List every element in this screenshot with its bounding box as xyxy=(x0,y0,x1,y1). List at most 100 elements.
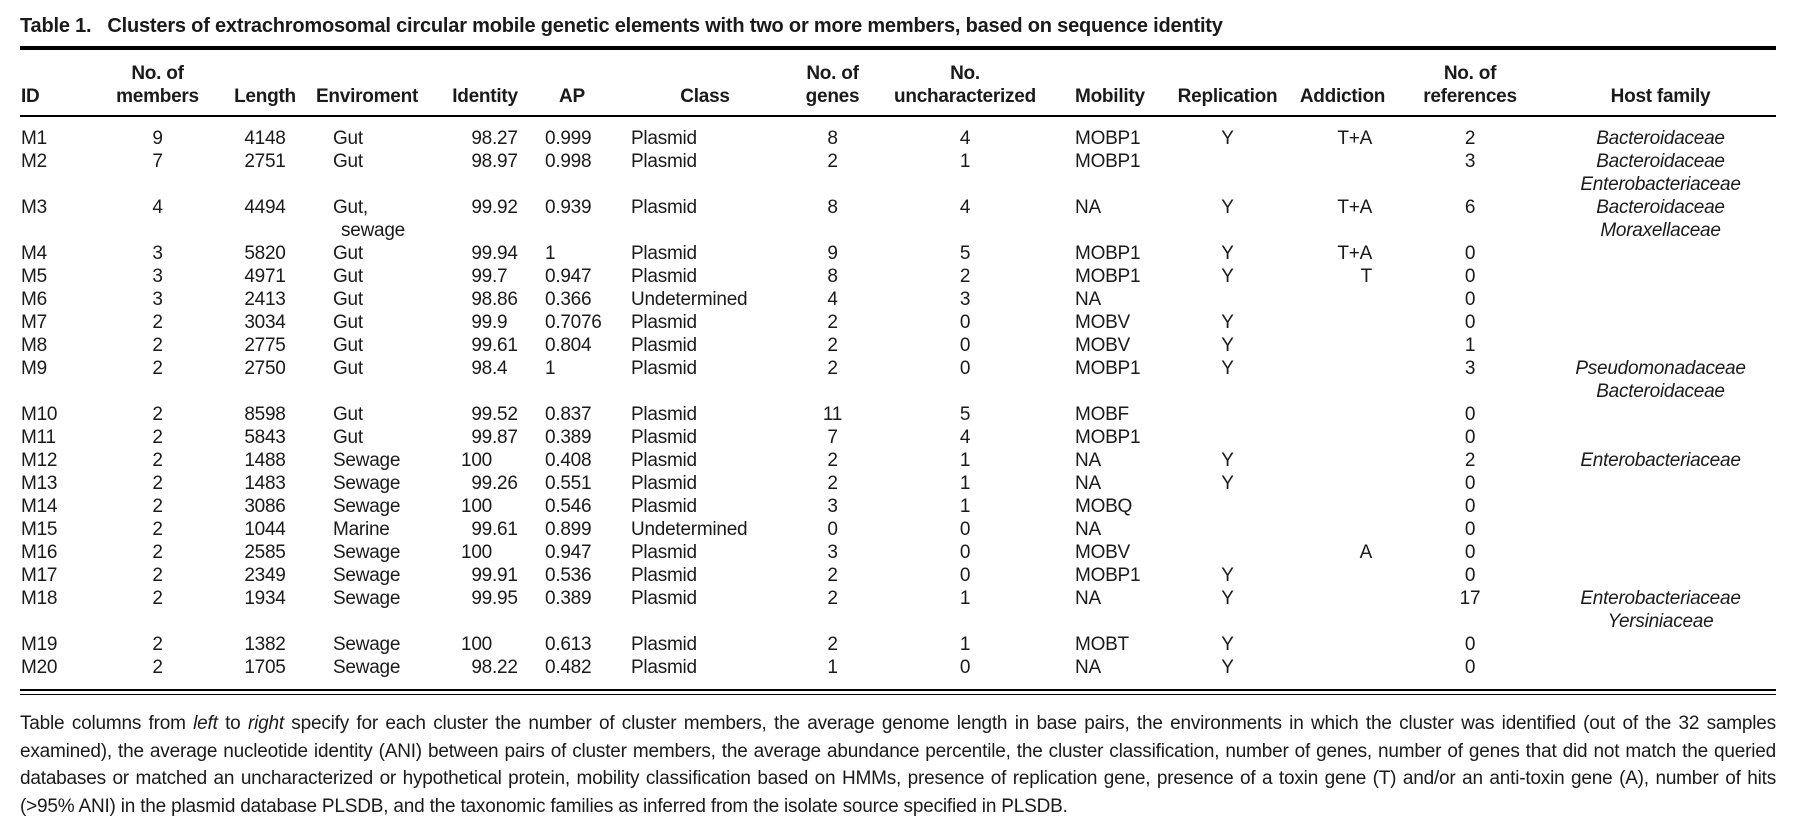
identity-integer: 99 xyxy=(471,427,492,448)
cell-genes: 2 xyxy=(827,473,838,494)
cell-length: 4148 xyxy=(244,128,286,149)
cell-identity: 99.94 xyxy=(435,242,535,265)
cell-class: Plasmid xyxy=(631,266,697,287)
cell-genes: 1 xyxy=(827,657,838,678)
cell-class: Plasmid xyxy=(631,404,697,425)
cell-uncharacterized: 1 xyxy=(959,496,971,517)
cell-id: M16 xyxy=(21,542,58,563)
cell-host: Enterobacteriaceae xyxy=(1545,449,1776,472)
cell-addiction xyxy=(1290,334,1395,357)
cell-uncharacterized: 0 xyxy=(959,565,971,586)
cell-length: 4494 xyxy=(244,197,286,218)
cell-members: 2 xyxy=(152,565,163,586)
cell-addiction: T+A xyxy=(1337,243,1372,264)
cell-identity: 99.7 xyxy=(435,265,535,288)
cell-replication: Y xyxy=(1221,358,1234,379)
cell-references: 17 xyxy=(1459,588,1481,609)
cell-host xyxy=(1545,518,1776,541)
cell-genes: 3 xyxy=(827,542,838,563)
identity-integer: 98 xyxy=(471,358,492,379)
cell-environment: Sewage xyxy=(333,542,401,563)
identity-fraction: .26 xyxy=(492,473,518,494)
cell-host xyxy=(1545,633,1776,656)
identity-fraction: .92 xyxy=(492,197,518,218)
cell-members: 9 xyxy=(152,128,163,149)
cell-uncharacterized: 1 xyxy=(959,473,971,494)
table-row: M12 2 1488 Sewage 100 0.408 Plasmid 2 1 NA Y 2 Enter… xyxy=(20,449,1776,472)
column-header-replication: Replication xyxy=(1165,50,1290,117)
cell-environment: Gut xyxy=(333,151,363,172)
cell-identity: 98.22 xyxy=(435,656,535,679)
cell-length: 1705 xyxy=(244,657,286,678)
cell-uncharacterized: 0 xyxy=(959,335,971,356)
identity-fraction: .22 xyxy=(492,657,518,678)
cell-environment: Marine xyxy=(333,519,390,540)
table-row: M3 4 4494 Gut, sewage 99.92 0.939 Plasmid 8 4 NA Y T… xyxy=(20,196,1776,242)
table-title-text: Clusters of extrachromosomal circular mo… xyxy=(107,15,1223,37)
cell-identity: 100 xyxy=(435,449,535,472)
cell-ap: 0.999 xyxy=(545,128,592,149)
cell-host xyxy=(1545,265,1776,288)
cell-ap: 0.998 xyxy=(545,151,592,172)
cell-class: Plasmid xyxy=(631,565,697,586)
cell-uncharacterized: 2 xyxy=(959,266,971,287)
cell-uncharacterized: 4 xyxy=(959,427,971,448)
cell-class: Undetermined xyxy=(631,289,748,310)
cell-members: 2 xyxy=(152,427,163,448)
cell-addiction xyxy=(1290,150,1395,196)
cell-line: Bacteroidaceae xyxy=(1596,381,1725,402)
identity-integer: 98 xyxy=(471,128,492,149)
cell-uncharacterized: 4 xyxy=(959,128,971,149)
cell-ap: 0.947 xyxy=(545,542,592,563)
caption-italic-word: right xyxy=(247,713,284,734)
cell-host xyxy=(1545,242,1776,265)
cell-members: 7 xyxy=(152,151,163,172)
cell-addiction: T+A xyxy=(1337,197,1372,218)
cell-mobility: NA xyxy=(1075,289,1101,310)
cell-id: M19 xyxy=(21,634,58,655)
cell-mobility: MOBP1 xyxy=(1075,427,1141,448)
cell-class: Plasmid xyxy=(631,450,697,471)
cell-replication: Y xyxy=(1221,634,1234,655)
cell-mobility: NA xyxy=(1075,519,1101,540)
cell-line: Moraxellaceae xyxy=(1600,220,1721,241)
clusters-table: ID No. of members Length Enviroment Identity A… xyxy=(20,50,1776,679)
cell-replication: Y xyxy=(1221,657,1234,678)
cell-addiction xyxy=(1290,587,1395,633)
cell-genes: 2 xyxy=(827,358,838,379)
cell-class: Plasmid xyxy=(631,542,697,563)
cell-ap: 0.939 xyxy=(545,197,592,218)
cell-id: M9 xyxy=(21,358,47,379)
cell-uncharacterized: 5 xyxy=(959,243,971,264)
cell-class: Undetermined xyxy=(631,519,748,540)
cell-uncharacterized: 0 xyxy=(959,312,971,333)
cell-addiction xyxy=(1290,403,1395,426)
cell-class: Plasmid xyxy=(631,358,697,379)
identity-fraction: .9 xyxy=(492,312,508,333)
table-header: ID No. of members Length Enviroment Identity A… xyxy=(20,50,1776,117)
cell-line: Bacteroidaceae xyxy=(1596,128,1725,149)
table-row: M15 2 1044 Marine 99.61 0.899 Undetermined 0 0 NA… xyxy=(20,518,1776,541)
cell-environment: Gut xyxy=(333,404,363,425)
cell-length: 2413 xyxy=(244,289,286,310)
column-header-members: No. of members xyxy=(100,50,215,117)
cell-members: 2 xyxy=(152,496,163,517)
cell-genes: 4 xyxy=(827,289,838,310)
cell-replication: Y xyxy=(1221,335,1234,356)
cell-addiction: A xyxy=(1359,542,1373,563)
header-row: ID No. of members Length Enviroment Identity A… xyxy=(20,50,1776,117)
cell-identity: 99.52 xyxy=(435,403,535,426)
column-header-class: Class xyxy=(630,50,780,117)
cell-host xyxy=(1545,403,1776,426)
cell-identity: 98.86 xyxy=(435,288,535,311)
cell-id: M2 xyxy=(21,151,47,172)
cell-id: M18 xyxy=(21,588,58,609)
cell-class: Plasmid xyxy=(631,427,697,448)
cell-class: Plasmid xyxy=(631,312,697,333)
identity-fraction: .27 xyxy=(492,128,518,149)
cell-genes: 8 xyxy=(827,128,838,149)
cell-members: 4 xyxy=(152,197,163,218)
cell-uncharacterized: 1 xyxy=(959,151,971,172)
cell-ap: 0.804 xyxy=(545,335,592,356)
cell-ap: 0.389 xyxy=(545,588,592,609)
